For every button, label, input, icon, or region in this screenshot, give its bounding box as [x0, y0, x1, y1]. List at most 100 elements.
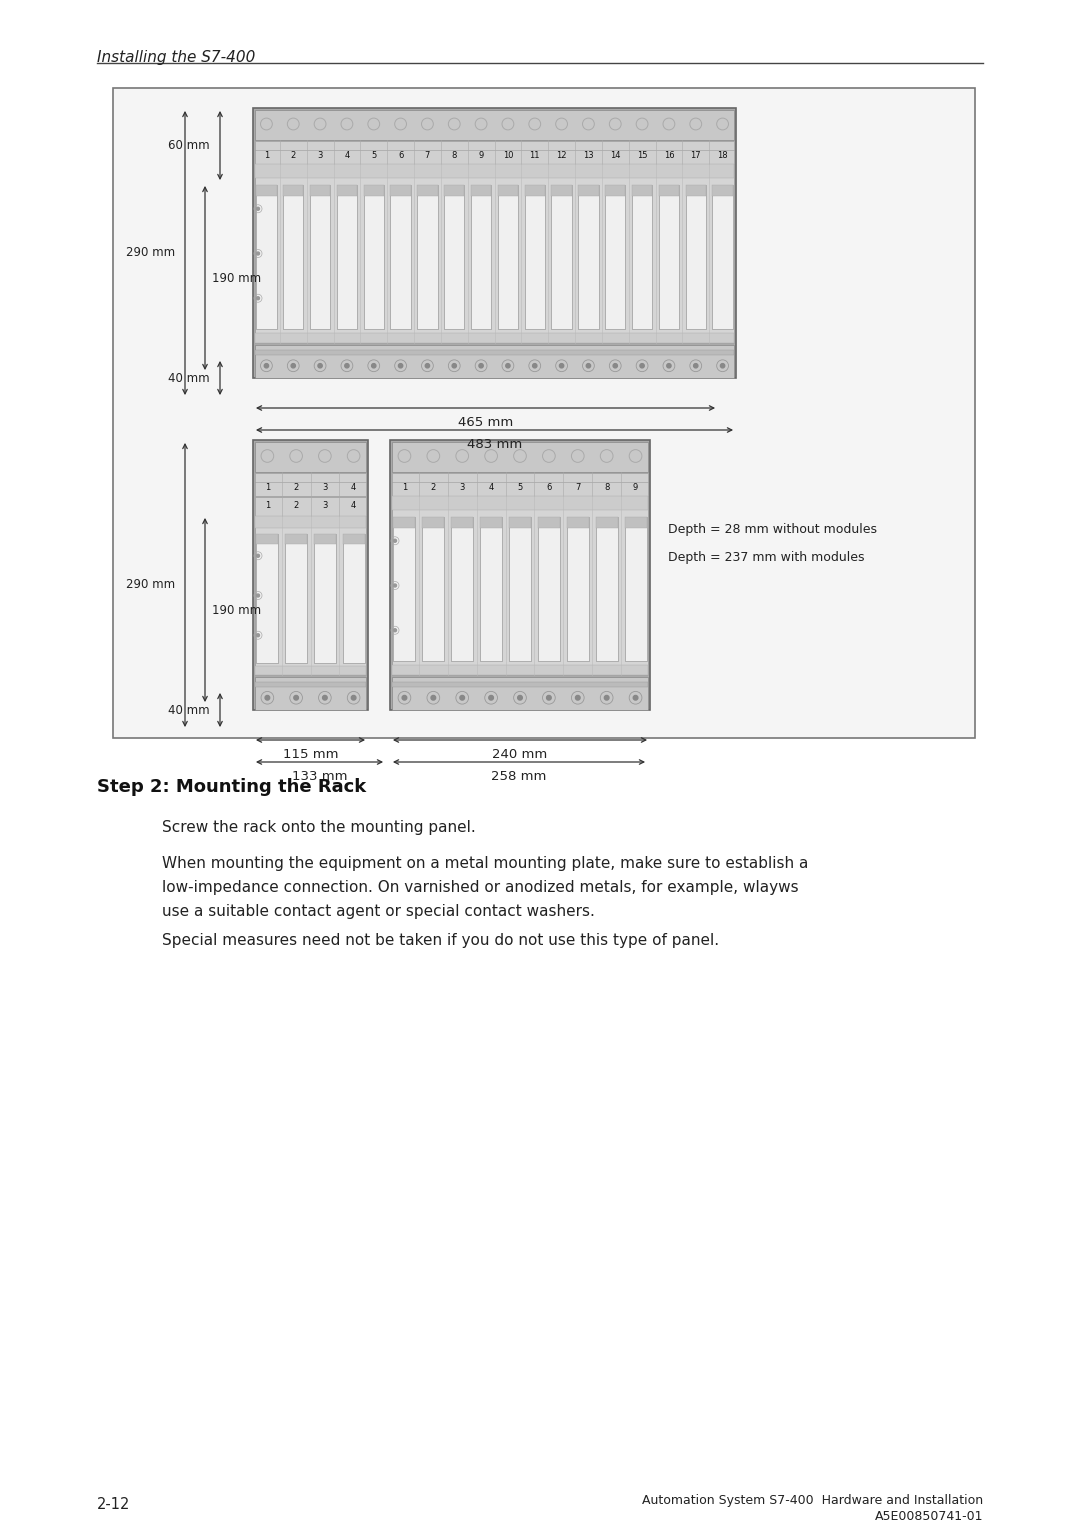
- Bar: [444, 185, 464, 195]
- Bar: [578, 185, 598, 195]
- Bar: [451, 518, 473, 528]
- Text: 2: 2: [294, 483, 299, 492]
- Circle shape: [453, 363, 457, 368]
- Circle shape: [613, 363, 618, 368]
- Text: 190 mm: 190 mm: [212, 603, 261, 617]
- Bar: [471, 185, 491, 195]
- Text: 115 mm: 115 mm: [283, 748, 338, 760]
- Bar: [364, 185, 384, 195]
- Bar: [567, 518, 589, 661]
- Bar: [659, 185, 679, 195]
- Bar: [481, 518, 502, 661]
- Text: 12: 12: [556, 151, 567, 160]
- Text: 4: 4: [351, 483, 356, 492]
- Bar: [253, 440, 368, 710]
- Bar: [255, 496, 366, 516]
- Bar: [253, 108, 735, 379]
- Text: 9: 9: [633, 483, 638, 492]
- Circle shape: [720, 363, 725, 368]
- Circle shape: [489, 695, 494, 699]
- Text: 3: 3: [459, 483, 464, 492]
- Text: 3: 3: [318, 151, 323, 160]
- Text: 2: 2: [291, 151, 296, 160]
- Circle shape: [431, 695, 435, 699]
- Text: Automation System S7-400  Hardware and Installation: Automation System S7-400 Hardware and In…: [642, 1493, 983, 1507]
- Bar: [256, 534, 279, 544]
- Bar: [255, 350, 734, 356]
- Circle shape: [292, 363, 296, 368]
- Text: 2: 2: [431, 483, 436, 492]
- Text: 7: 7: [575, 483, 580, 492]
- Bar: [567, 518, 589, 528]
- Text: 9: 9: [478, 151, 484, 160]
- Text: 10: 10: [502, 151, 513, 160]
- Bar: [314, 534, 336, 544]
- Text: 3: 3: [322, 501, 327, 510]
- Text: 6: 6: [397, 151, 403, 160]
- Bar: [255, 516, 366, 675]
- Bar: [256, 185, 276, 195]
- Bar: [255, 110, 734, 140]
- Text: 483 mm: 483 mm: [467, 438, 522, 450]
- Bar: [552, 185, 571, 328]
- Bar: [444, 185, 464, 328]
- Circle shape: [460, 695, 464, 699]
- Text: 2-12: 2-12: [97, 1496, 131, 1512]
- Circle shape: [532, 363, 537, 368]
- Bar: [255, 676, 366, 710]
- Text: Screw the rack onto the mounting panel.: Screw the rack onto the mounting panel.: [162, 820, 476, 835]
- Circle shape: [257, 554, 259, 557]
- Bar: [337, 185, 357, 328]
- Circle shape: [265, 695, 270, 699]
- Bar: [498, 185, 518, 195]
- Circle shape: [517, 695, 523, 699]
- Text: 18: 18: [717, 151, 728, 160]
- Circle shape: [693, 363, 698, 368]
- Bar: [538, 518, 559, 528]
- Bar: [285, 534, 307, 544]
- Text: 8: 8: [451, 151, 457, 160]
- Bar: [390, 185, 410, 328]
- Text: 4: 4: [351, 501, 356, 510]
- Circle shape: [393, 583, 396, 586]
- Bar: [392, 683, 648, 687]
- Bar: [552, 185, 571, 195]
- Text: 6: 6: [546, 483, 552, 492]
- Bar: [285, 534, 307, 663]
- Circle shape: [351, 695, 356, 699]
- Bar: [509, 518, 531, 528]
- Circle shape: [265, 363, 269, 368]
- Bar: [113, 89, 975, 738]
- Bar: [632, 185, 652, 195]
- Circle shape: [257, 296, 259, 299]
- Bar: [498, 185, 518, 328]
- Text: 16: 16: [663, 151, 674, 160]
- Text: 5: 5: [517, 483, 523, 492]
- Bar: [255, 516, 366, 528]
- Circle shape: [257, 252, 259, 255]
- Bar: [686, 185, 706, 328]
- Bar: [255, 473, 366, 496]
- Text: 14: 14: [610, 151, 621, 160]
- Bar: [392, 664, 648, 675]
- Bar: [392, 441, 648, 472]
- Circle shape: [393, 539, 396, 542]
- Bar: [538, 518, 559, 661]
- Text: 258 mm: 258 mm: [491, 770, 546, 782]
- Circle shape: [345, 363, 349, 368]
- Text: 465 mm: 465 mm: [458, 415, 513, 429]
- Circle shape: [633, 695, 638, 699]
- Circle shape: [559, 363, 564, 368]
- Bar: [392, 496, 648, 510]
- Bar: [255, 163, 734, 179]
- Text: 240 mm: 240 mm: [492, 748, 548, 760]
- Text: 40 mm: 40 mm: [168, 371, 210, 385]
- Bar: [390, 185, 410, 195]
- Bar: [605, 185, 625, 195]
- Bar: [255, 333, 734, 344]
- Bar: [525, 185, 545, 195]
- Circle shape: [257, 208, 259, 211]
- Text: 7: 7: [424, 151, 430, 160]
- Circle shape: [393, 629, 396, 632]
- Bar: [596, 518, 618, 661]
